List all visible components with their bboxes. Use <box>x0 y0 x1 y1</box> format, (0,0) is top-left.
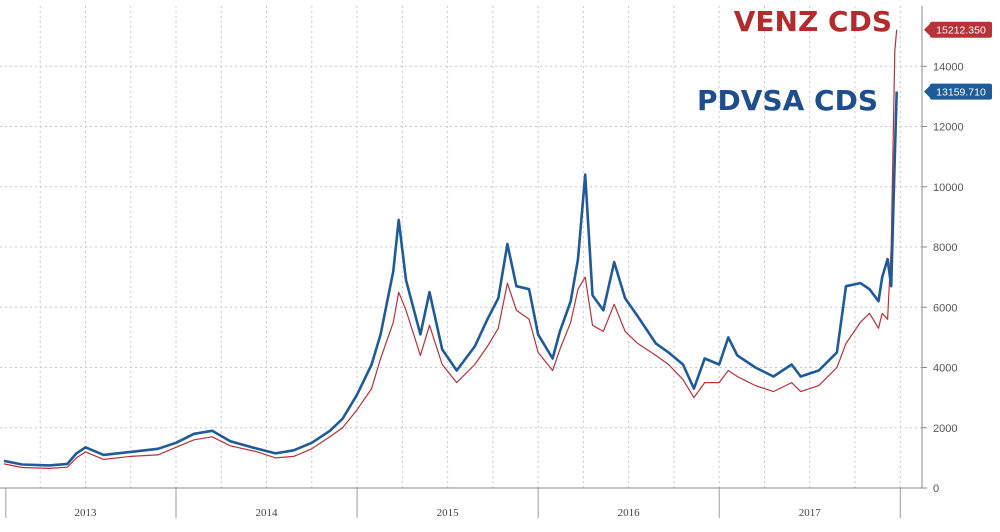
y-tick-label: 6000 <box>933 302 957 314</box>
badge-box <box>930 83 992 100</box>
pdvsa-last-value-badge: 13159.710 <box>924 83 992 100</box>
y-ticks: 0 2000 4000 6000 8000 10000 12000 14000 <box>922 61 964 495</box>
x-tick-label: 2013 <box>74 507 97 519</box>
y-tick-label: 2000 <box>933 423 957 435</box>
x-tick-label: 2016 <box>618 507 641 519</box>
badge-box <box>930 21 992 38</box>
x-tick-label: 2015 <box>437 507 460 519</box>
venz-cds-line <box>3 29 898 469</box>
venz-cds-title: VENZ CDS <box>734 5 892 38</box>
last-value-badges: 15212.350 13159.710 <box>924 21 992 100</box>
y-tick-label: 14000 <box>933 61 964 73</box>
pdvsa-cds-title: PDVSA CDS <box>697 84 878 117</box>
badge-value: 15212.350 <box>936 25 986 37</box>
badge-value: 13159.710 <box>936 87 986 99</box>
y-tick-label: 4000 <box>933 363 957 375</box>
series-lines <box>3 29 898 469</box>
y-tick-label: 12000 <box>933 122 964 134</box>
y-tick-label: 10000 <box>933 182 964 194</box>
y-tick-label: 0 <box>933 483 939 495</box>
grid <box>0 6 922 488</box>
venz-last-value-badge: 15212.350 <box>924 21 992 38</box>
badge-pointer <box>924 22 931 37</box>
x-tick-label: 2014 <box>256 507 279 519</box>
x-ticks: 2013 2014 2015 2016 2017 <box>5 488 901 519</box>
pdvsa-cds-line <box>3 91 898 467</box>
badge-pointer <box>924 84 931 99</box>
y-tick-label: 8000 <box>933 242 957 254</box>
x-tick-label: 2017 <box>799 507 822 519</box>
